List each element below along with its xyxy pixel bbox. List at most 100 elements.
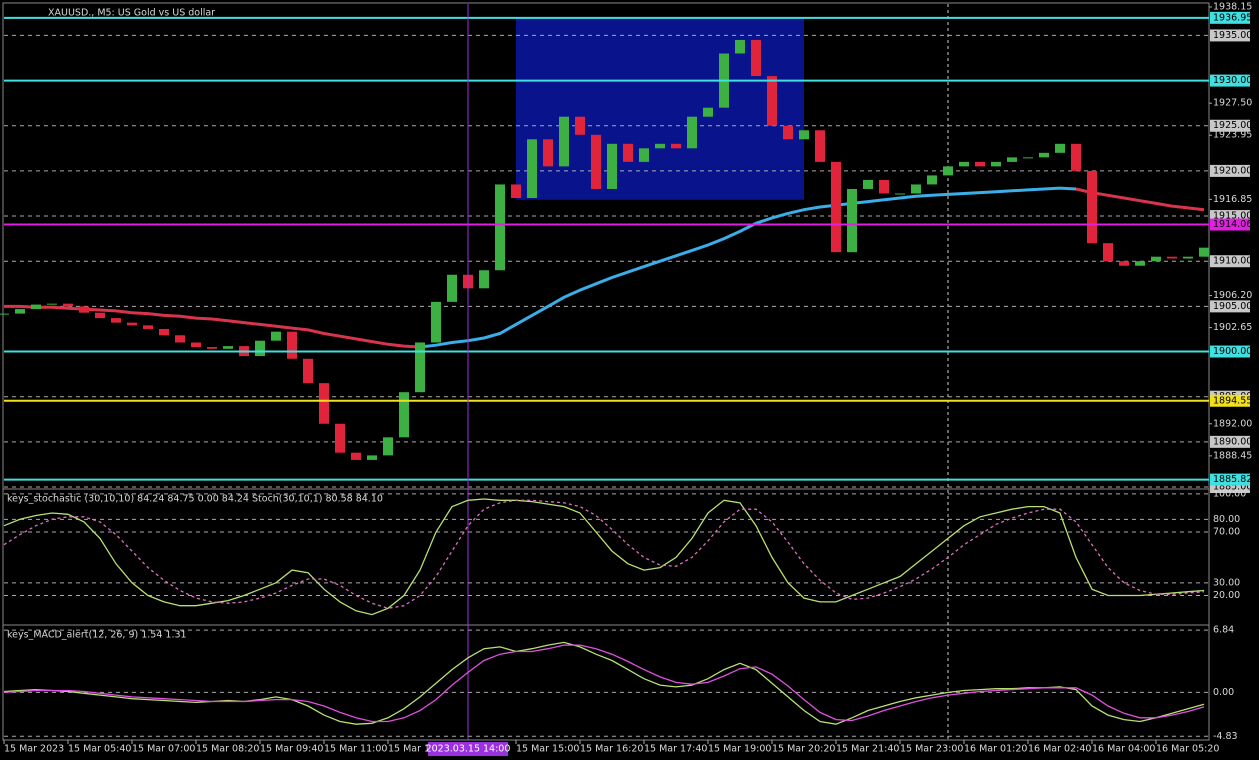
- candle: [143, 325, 153, 329]
- level-label: 1910.00: [1213, 256, 1252, 267]
- level-label: 1925.00: [1213, 120, 1252, 131]
- x-tick-label: 16 Mar 01:20: [964, 744, 1027, 755]
- candle: [575, 116, 585, 135]
- candle: [687, 116, 697, 149]
- candle: [1167, 256, 1177, 259]
- level-label: 1914.06: [1213, 219, 1252, 230]
- level-label: 1920.00: [1213, 165, 1252, 176]
- moving-average: [419, 186, 1077, 349]
- candle: [799, 130, 809, 140]
- candle: [911, 184, 921, 194]
- candle: [975, 161, 985, 167]
- crosshair-label-box: [428, 742, 508, 756]
- candle: [1135, 261, 1145, 266]
- candle: [1087, 170, 1097, 244]
- candle: [367, 455, 377, 460]
- y-tick-label: 70.00: [1213, 527, 1240, 538]
- candle: [415, 342, 425, 393]
- x-tick-label: 15 Mar 08:20: [196, 744, 259, 755]
- candle: [527, 139, 537, 198]
- x-tick-label: 15 Mar 19:00: [708, 744, 771, 755]
- candle: [767, 76, 777, 126]
- candle: [431, 301, 441, 343]
- candle: [1151, 256, 1161, 262]
- indicator-line: [3, 641, 1205, 725]
- candle: [159, 328, 169, 336]
- level-label: 1890.00: [1213, 436, 1252, 447]
- x-tick-label: 15 Mar 05:40: [68, 744, 131, 755]
- level-label: 1885.82: [1213, 474, 1252, 485]
- candle: [271, 331, 281, 341]
- candle: [703, 107, 713, 117]
- level-label: 1930.00: [1213, 75, 1252, 86]
- candle: [1055, 143, 1065, 153]
- y-tick-label: 1892.00: [1213, 418, 1252, 429]
- candle: [607, 143, 617, 189]
- y-tick-label: 1927.50: [1213, 98, 1252, 109]
- candle: [303, 358, 313, 384]
- candle: [943, 166, 953, 176]
- indicator-line: [3, 498, 1205, 616]
- level-label-box: [1210, 394, 1250, 407]
- x-tick-label: 15 Mar 07:00: [132, 744, 195, 755]
- candle: [0, 313, 9, 315]
- level-label-box: [1210, 11, 1250, 24]
- candle: [1039, 152, 1049, 158]
- y-tick-label: 1923.95: [1213, 130, 1252, 141]
- candle: [1119, 261, 1129, 266]
- candle: [863, 179, 873, 189]
- candle: [479, 270, 489, 289]
- candle: [991, 161, 1001, 167]
- x-tick-label: 15 Mar 11:00: [324, 744, 387, 755]
- candle: [31, 304, 41, 310]
- candle: [399, 392, 409, 438]
- moving-average: [1075, 187, 1205, 212]
- candle: [879, 179, 889, 194]
- candle: [623, 143, 633, 162]
- candle: [655, 143, 665, 149]
- level-label: 1900.00: [1213, 346, 1252, 357]
- level-label-box: [1210, 473, 1250, 486]
- y-tick-label: 6.84: [1213, 625, 1234, 636]
- level-label-box: [1210, 29, 1250, 42]
- candle: [1007, 157, 1017, 162]
- candle: [319, 383, 329, 424]
- candle: [1103, 243, 1113, 262]
- y-tick-label: 100.00: [1213, 488, 1246, 499]
- y-tick-label: 0.00: [1213, 687, 1234, 698]
- level-label: 1936.95: [1213, 12, 1252, 23]
- candle: [191, 342, 201, 348]
- y-tick-label: 1902.65: [1213, 322, 1252, 333]
- level-label: 1894.55: [1213, 395, 1252, 406]
- candle: [351, 452, 361, 460]
- candle: [63, 303, 73, 307]
- level-label: 1905.00: [1213, 301, 1252, 312]
- level-label-box: [1210, 300, 1250, 313]
- candle: [927, 175, 937, 185]
- candle: [783, 125, 793, 140]
- x-tick-label: 15 Mar 09:40: [260, 744, 323, 755]
- x-tick-label: 15 Mar 21:40: [836, 744, 899, 755]
- level-label-box: [1210, 218, 1250, 231]
- candle: [511, 184, 521, 198]
- x-tick-label: 16 Mar 05:20: [1156, 744, 1219, 755]
- candle: [1199, 247, 1209, 257]
- candle: [1071, 143, 1081, 171]
- x-tick-label: 15 Mar 16:20: [580, 744, 643, 755]
- candle: [223, 346, 233, 349]
- panel-title: keys_stochastic (30,10,10) 84.24 84.75 0…: [7, 494, 383, 505]
- panel-title: XAUUSD., M5: US Gold vs US dollar: [48, 8, 215, 19]
- level-label-box: [1210, 255, 1250, 268]
- level-label: 1935.00: [1213, 30, 1252, 41]
- candle: [895, 193, 905, 195]
- candle: [671, 143, 681, 149]
- level-label-box: [1210, 345, 1250, 358]
- y-tick-label: 80.00: [1213, 514, 1240, 525]
- candle: [47, 303, 57, 305]
- level-label-box: [1210, 119, 1250, 132]
- indicator-line: [3, 499, 1205, 609]
- x-tick-label: 16 Mar 04:00: [1092, 744, 1155, 755]
- candle: [495, 184, 505, 271]
- y-tick-label: 1916.85: [1213, 194, 1252, 205]
